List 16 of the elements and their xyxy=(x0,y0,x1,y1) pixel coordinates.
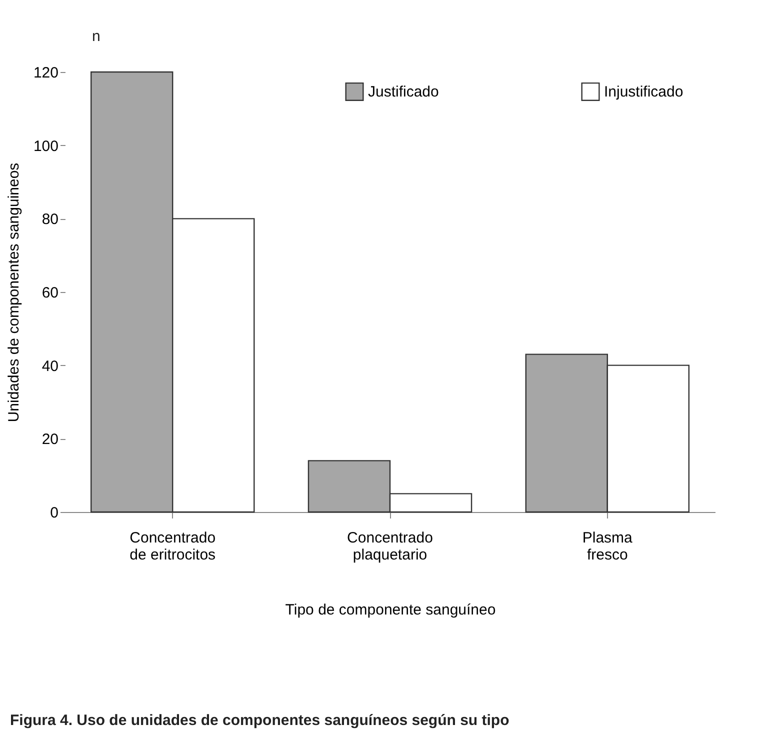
y-tick-label: 20 xyxy=(42,431,58,448)
y-tick-label: 100 xyxy=(33,138,58,155)
y-axis-title: Unidades de componentes sanguineos xyxy=(5,162,22,422)
y-tick-label: 80 xyxy=(42,211,58,228)
x-tick-label: Concentrado plaquetario xyxy=(347,530,433,564)
y-tick-label: 40 xyxy=(42,358,58,375)
x-tick-label: Concentrado de eritrocitos xyxy=(130,530,216,564)
y-tick-label: 60 xyxy=(42,284,58,302)
y-tick-label: 0 xyxy=(50,504,58,522)
legend-label: Injustificado xyxy=(604,84,684,101)
x-axis-title: Tipo de componente sanguíneo xyxy=(285,602,496,618)
legend-label: Justificado xyxy=(368,84,439,101)
text: Figura 4. Uso de unidades de componentes sanguíneos según su tipo xyxy=(10,712,510,729)
y-tick-label: 120 xyxy=(33,64,58,82)
text: n xyxy=(92,28,100,45)
x-tick-label: Plasma fresco xyxy=(582,530,634,564)
